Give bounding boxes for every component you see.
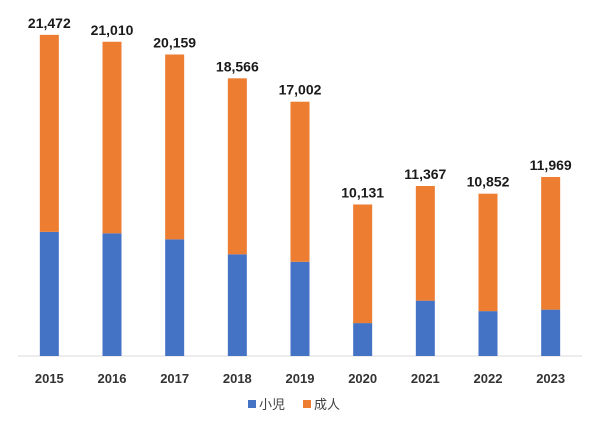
- x-tick-2015: 2015: [35, 371, 64, 386]
- bar-child-2018: [227, 254, 247, 356]
- total-label-2022: 10,852: [467, 174, 510, 190]
- bar-adult-2023: [541, 176, 561, 310]
- total-label-2015: 21,472: [28, 15, 71, 31]
- legend-swatch-child: [248, 400, 256, 408]
- bar-adult-2021: [415, 185, 435, 301]
- bar-adult-2018: [227, 78, 247, 255]
- bar-child-2022: [478, 311, 498, 356]
- x-tick-2019: 2019: [286, 371, 315, 386]
- bar-child-2017: [165, 239, 185, 356]
- total-label-2023: 11,969: [530, 157, 572, 173]
- x-tick-2023: 2023: [536, 371, 565, 386]
- x-tick-2017: 2017: [160, 371, 189, 386]
- total-label-2016: 21,010: [91, 22, 134, 38]
- bar-child-2020: [353, 323, 373, 356]
- bar-adult-2016: [102, 41, 122, 234]
- total-label-2019: 17,002: [279, 82, 322, 98]
- x-tick-2018: 2018: [223, 371, 252, 386]
- bar-adult-2015: [39, 34, 59, 232]
- bar-child-2023: [541, 309, 561, 356]
- legend-label-child: 小児: [259, 398, 285, 413]
- total-labels-group: 21,472 21,010 20,159 18,566 17,002 10,131 11,3…: [28, 15, 572, 201]
- x-tick-2022: 2022: [474, 371, 503, 386]
- bar-child-2019: [290, 261, 310, 356]
- x-tick-2016: 2016: [98, 371, 127, 386]
- x-tick-2020: 2020: [348, 371, 377, 386]
- total-label-2020: 10,131: [341, 184, 384, 200]
- bar-adult-2020: [353, 204, 373, 324]
- total-label-2017: 20,159: [153, 34, 196, 50]
- legend: 小児 成人: [248, 398, 340, 413]
- bar-adult-2017: [165, 54, 185, 240]
- x-tick-2021: 2021: [411, 371, 440, 386]
- bar-child-2021: [415, 300, 435, 356]
- legend-label-adult: 成人: [314, 398, 340, 413]
- total-label-2021: 11,367: [404, 166, 446, 182]
- bars-group: [39, 34, 561, 356]
- bar-adult-2019: [290, 101, 310, 262]
- bar-adult-2022: [478, 193, 498, 312]
- bar-child-2016: [102, 233, 122, 356]
- x-tick-labels-group: 2015 2016 2017 2018 2019 2020 2021 2022 2023: [35, 371, 565, 386]
- total-label-2018: 18,566: [216, 58, 259, 74]
- bar-child-2015: [39, 231, 59, 356]
- legend-swatch-adult: [303, 400, 311, 408]
